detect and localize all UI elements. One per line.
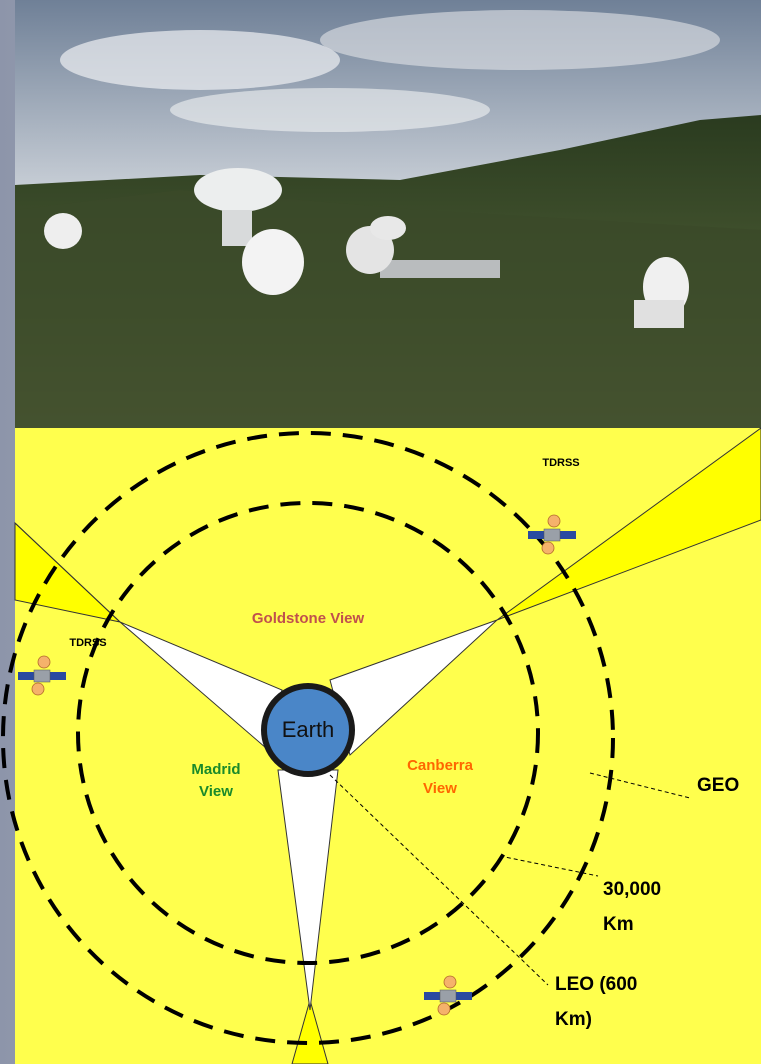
coverage-diagram (3, 428, 761, 1064)
orbit-label: GEO (697, 775, 739, 796)
slide: TDRSS TDRSS Goldstone View Madrid View C… (0, 0, 761, 1064)
satellite-label: TDRSS (69, 637, 106, 649)
view-label: Madrid (191, 761, 240, 778)
antenna-photo (15, 0, 761, 428)
view-label: Canberra (407, 757, 474, 774)
orbit-label: Km) (555, 1009, 592, 1030)
page: TDRSS TDRSS Goldstone View Madrid View C… (0, 0, 761, 1064)
satellite-label: TDRSS (542, 457, 579, 469)
earth-label: Earth (282, 717, 335, 742)
orbit-label: 30,000 (603, 879, 661, 900)
view-label: View (199, 783, 233, 800)
orbit-label: Km (603, 914, 634, 935)
orbit-label: LEO (600 (555, 974, 637, 995)
view-label: View (423, 780, 457, 797)
view-label: Goldstone View (252, 610, 365, 627)
